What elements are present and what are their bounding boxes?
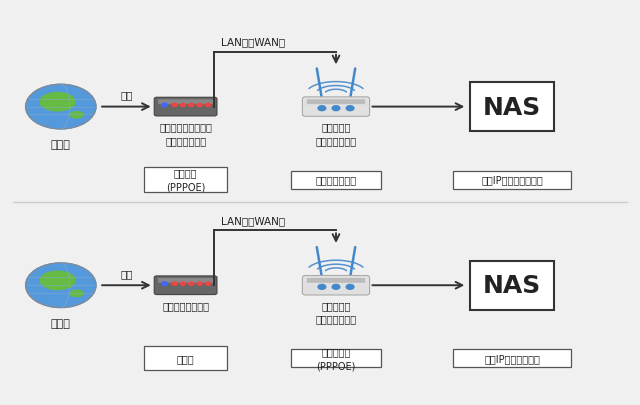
Circle shape bbox=[346, 107, 354, 111]
FancyBboxPatch shape bbox=[453, 349, 572, 368]
Text: LAN口到WAN口: LAN口到WAN口 bbox=[221, 215, 285, 226]
FancyBboxPatch shape bbox=[307, 100, 365, 105]
Text: LAN口到WAN口: LAN口到WAN口 bbox=[221, 37, 285, 47]
FancyBboxPatch shape bbox=[144, 168, 227, 192]
Circle shape bbox=[26, 263, 96, 308]
FancyBboxPatch shape bbox=[303, 276, 370, 295]
Text: 光纤: 光纤 bbox=[120, 268, 132, 278]
Text: 光猫（桥接模式）: 光猫（桥接模式） bbox=[162, 301, 209, 311]
Text: 互联网: 互联网 bbox=[51, 318, 71, 328]
Text: 无线路由器
（二级路由器）: 无线路由器 （二级路由器） bbox=[316, 122, 356, 145]
FancyBboxPatch shape bbox=[144, 346, 227, 371]
Text: 路由器拨号
(PPPOE): 路由器拨号 (PPPOE) bbox=[316, 346, 356, 371]
FancyBboxPatch shape bbox=[291, 349, 381, 368]
FancyBboxPatch shape bbox=[307, 278, 365, 283]
Circle shape bbox=[205, 282, 211, 286]
Ellipse shape bbox=[70, 290, 83, 297]
Circle shape bbox=[346, 285, 354, 290]
Text: 无线路由器
（一级路由器）: 无线路由器 （一级路由器） bbox=[316, 301, 356, 324]
Ellipse shape bbox=[70, 112, 83, 119]
FancyBboxPatch shape bbox=[453, 171, 572, 189]
Text: 公网IP可以外网访问: 公网IP可以外网访问 bbox=[484, 354, 540, 363]
Text: 光纤: 光纤 bbox=[120, 90, 132, 100]
Circle shape bbox=[189, 104, 194, 107]
Text: NAS: NAS bbox=[483, 95, 541, 119]
FancyBboxPatch shape bbox=[470, 83, 554, 132]
Circle shape bbox=[162, 104, 168, 108]
Circle shape bbox=[197, 104, 202, 107]
Circle shape bbox=[162, 282, 168, 286]
Circle shape bbox=[318, 285, 326, 290]
Circle shape bbox=[180, 104, 186, 107]
FancyBboxPatch shape bbox=[303, 98, 370, 117]
Text: 互联网: 互联网 bbox=[51, 140, 71, 150]
Text: 设备直接能上网: 设备直接能上网 bbox=[316, 175, 356, 185]
FancyBboxPatch shape bbox=[158, 100, 213, 105]
Text: 光猫拨号
(PPPOE): 光猫拨号 (PPPOE) bbox=[166, 168, 205, 192]
Circle shape bbox=[180, 282, 186, 286]
Text: 不拨号: 不拨号 bbox=[177, 354, 195, 363]
Ellipse shape bbox=[40, 271, 76, 290]
FancyBboxPatch shape bbox=[154, 276, 217, 295]
Circle shape bbox=[189, 282, 194, 286]
FancyBboxPatch shape bbox=[154, 98, 217, 117]
FancyBboxPatch shape bbox=[158, 278, 213, 283]
Circle shape bbox=[197, 282, 202, 286]
Circle shape bbox=[205, 104, 211, 107]
Circle shape bbox=[318, 107, 326, 111]
Circle shape bbox=[172, 104, 177, 107]
Text: NAS: NAS bbox=[483, 273, 541, 298]
Circle shape bbox=[172, 282, 177, 286]
Circle shape bbox=[332, 107, 340, 111]
Circle shape bbox=[332, 285, 340, 290]
Circle shape bbox=[26, 85, 96, 130]
Ellipse shape bbox=[40, 93, 76, 112]
FancyBboxPatch shape bbox=[470, 261, 554, 310]
Text: 光猫（路由器模式）
（一级路由器）: 光猫（路由器模式） （一级路由器） bbox=[159, 122, 212, 145]
FancyBboxPatch shape bbox=[291, 171, 381, 189]
Text: 公网IP下无法外网访问: 公网IP下无法外网访问 bbox=[481, 175, 543, 185]
